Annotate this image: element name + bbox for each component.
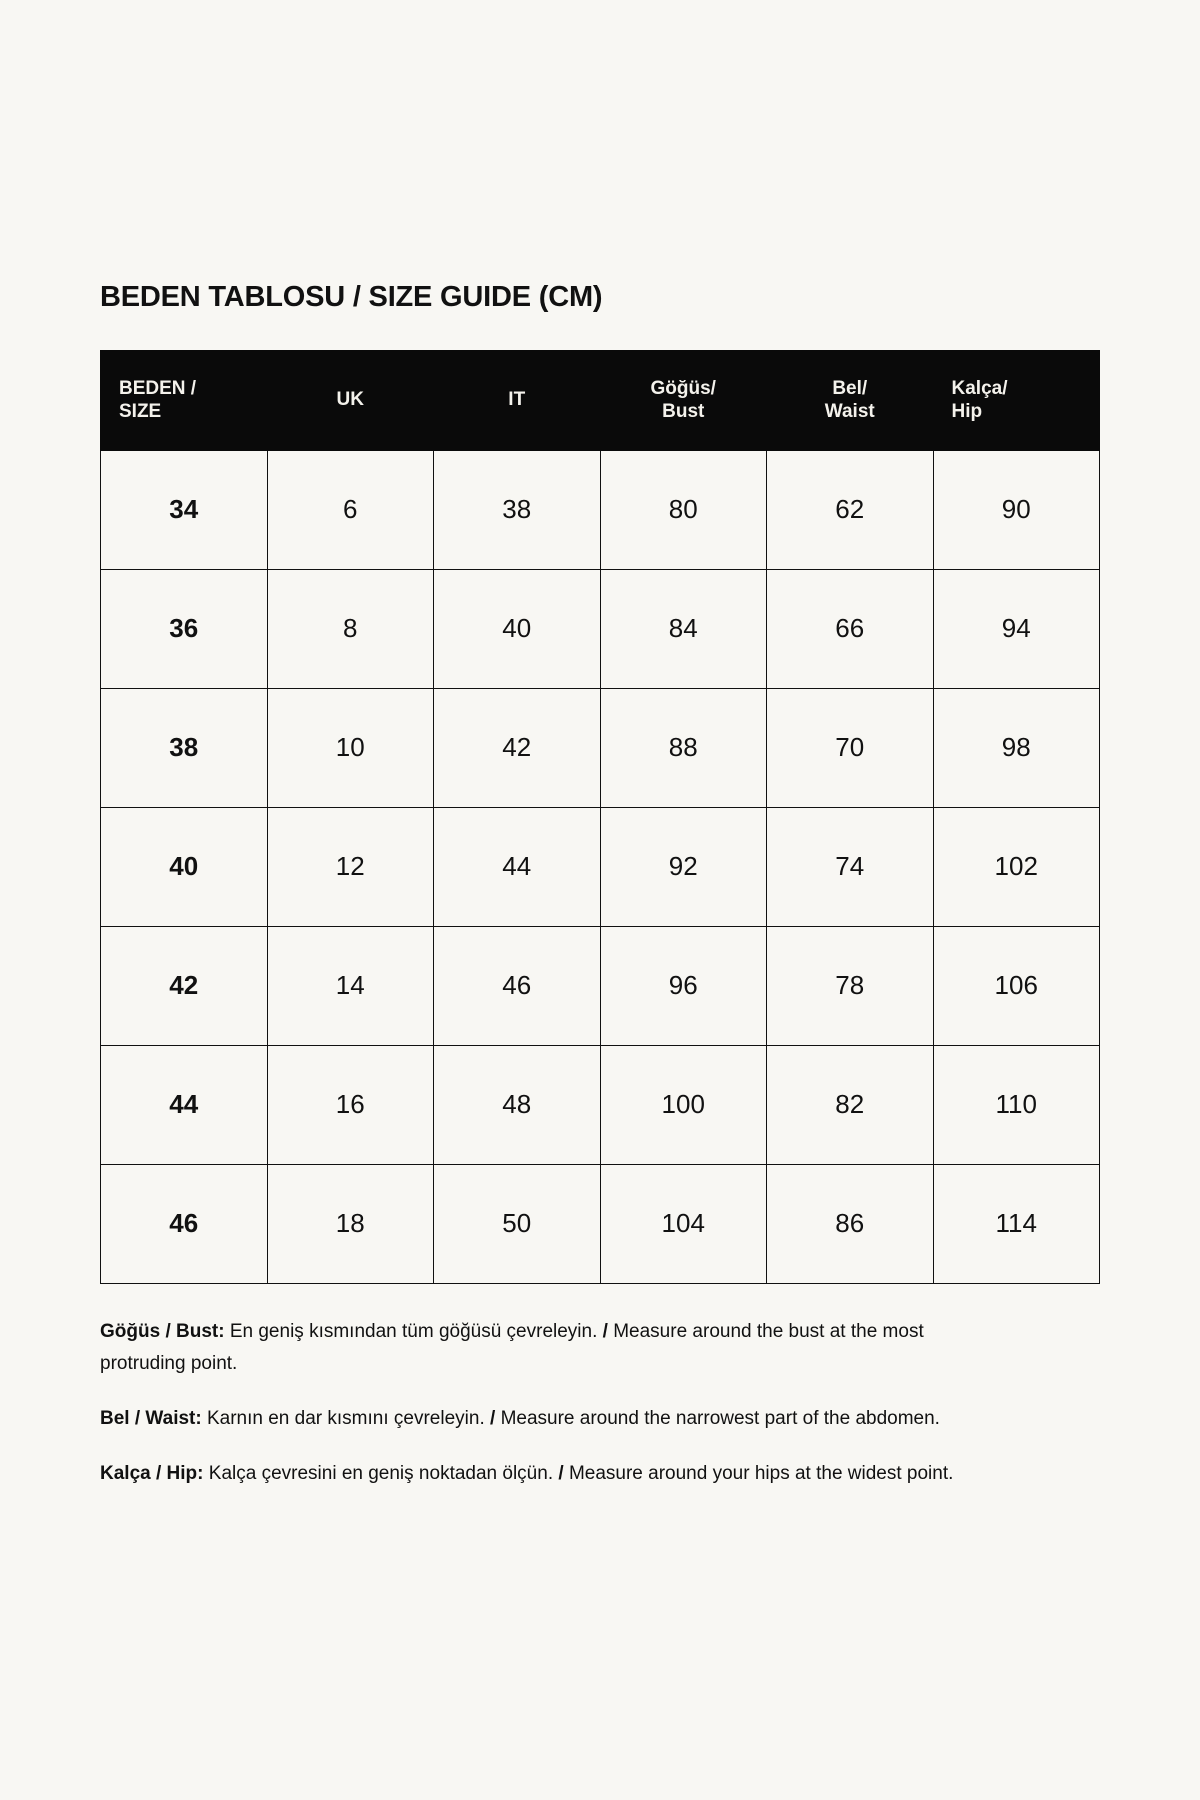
cell-uk: 18 — [266, 1163, 434, 1284]
cell-size: 44 — [100, 1044, 268, 1165]
cell-waist: 62 — [766, 449, 934, 570]
cell-bust: 96 — [599, 925, 767, 1046]
page-title: BEDEN TABLOSU / SIZE GUIDE (CM) — [100, 281, 603, 313]
cell-uk: 10 — [266, 687, 434, 808]
cell-waist: 66 — [766, 568, 934, 689]
column-header-size-line2: SIZE — [119, 401, 162, 423]
note-hip-label: Kalça / Hip: — [100, 1462, 204, 1484]
note-waist-en: Measure around the narrowest part of the… — [500, 1408, 940, 1430]
cell-hip: 94 — [932, 568, 1100, 689]
column-header-it: IT — [433, 349, 601, 451]
note-waist-separator: / — [490, 1408, 496, 1430]
column-header-bust-line1: Göğüs/ — [650, 377, 716, 399]
note-bust-label: Göğüs / Bust: — [100, 1320, 225, 1342]
cell-waist: 82 — [766, 1044, 934, 1165]
cell-bust: 80 — [599, 449, 767, 570]
size-guide-content: BEDEN TABLOSU / SIZE GUIDE (CM) BEDEN / … — [100, 280, 1100, 1490]
cell-size: 34 — [100, 449, 268, 570]
note-waist-label: Bel / Waist: — [100, 1408, 202, 1430]
cell-it: 42 — [433, 687, 601, 808]
cell-it: 48 — [433, 1044, 601, 1165]
table-row: 42 14 46 96 78 106 — [100, 925, 1100, 1046]
cell-size: 46 — [100, 1163, 268, 1284]
note-waist: Bel / Waist: Karnın en dar kısmını çevre… — [100, 1403, 1000, 1436]
cell-hip: 114 — [932, 1163, 1100, 1284]
table-row: 44 16 48 100 82 110 — [100, 1044, 1100, 1165]
column-header-hip: Kalça/ Hip — [932, 349, 1100, 451]
cell-hip: 106 — [932, 925, 1100, 1046]
column-header-waist-line1: Bel/ — [832, 377, 868, 399]
column-header-waist: Bel/ Waist — [766, 349, 934, 451]
cell-hip: 102 — [932, 806, 1100, 927]
cell-size: 40 — [100, 806, 268, 927]
column-header-size-line1: BEDEN / — [119, 377, 197, 399]
cell-size: 36 — [100, 568, 268, 689]
cell-it: 40 — [433, 568, 601, 689]
cell-hip: 98 — [932, 687, 1100, 808]
cell-waist: 78 — [766, 925, 934, 1046]
column-header-size: BEDEN / SIZE — [100, 349, 268, 451]
note-hip-tr: Kalça çevresini en geniş noktadan ölçün. — [208, 1462, 554, 1484]
size-guide-table: BEDEN / SIZE UK IT Göğüs/ Bust Bel/ Wais… — [100, 349, 1100, 1284]
note-bust-separator: / — [602, 1320, 608, 1342]
column-header-bust: Göğüs/ Bust — [599, 349, 767, 451]
column-header-hip-line1: Kalça/ — [951, 377, 1008, 399]
table-row: 46 18 50 104 86 114 — [100, 1163, 1100, 1284]
cell-uk: 6 — [266, 449, 434, 570]
cell-hip: 110 — [932, 1044, 1100, 1165]
column-header-waist-line2: Waist — [824, 401, 875, 423]
table-header: BEDEN / SIZE UK IT Göğüs/ Bust Bel/ Wais… — [100, 349, 1100, 451]
cell-uk: 12 — [266, 806, 434, 927]
cell-uk: 8 — [266, 568, 434, 689]
cell-uk: 16 — [266, 1044, 434, 1165]
cell-size: 38 — [100, 687, 268, 808]
cell-waist: 70 — [766, 687, 934, 808]
note-bust-en: Measure around the bust at the most prot… — [100, 1320, 924, 1375]
cell-it: 46 — [433, 925, 601, 1046]
cell-waist: 86 — [766, 1163, 934, 1284]
note-waist-tr: Karnın en dar kısmını çevreleyin. — [206, 1408, 485, 1430]
measurement-notes: Göğüs / Bust: En geniş kısmından tüm göğ… — [100, 1316, 1000, 1491]
cell-bust: 92 — [599, 806, 767, 927]
note-bust: Göğüs / Bust: En geniş kısmından tüm göğ… — [100, 1316, 1000, 1381]
table-header-row: BEDEN / SIZE UK IT Göğüs/ Bust Bel/ Wais… — [100, 349, 1100, 451]
cell-hip: 90 — [932, 449, 1100, 570]
column-header-bust-line2: Bust — [662, 401, 705, 423]
table-row: 38 10 42 88 70 98 — [100, 687, 1100, 808]
cell-it: 50 — [433, 1163, 601, 1284]
note-hip-en: Measure around your hips at the widest p… — [568, 1462, 954, 1484]
table-row: 40 12 44 92 74 102 — [100, 806, 1100, 927]
cell-bust: 84 — [599, 568, 767, 689]
cell-bust: 100 — [599, 1044, 767, 1165]
table-body: 34 6 38 80 62 90 36 8 40 84 66 94 38 — [100, 449, 1100, 1284]
column-header-hip-line2: Hip — [951, 401, 983, 423]
cell-size: 42 — [100, 925, 268, 1046]
column-header-uk: UK — [266, 349, 434, 451]
cell-bust: 88 — [599, 687, 767, 808]
table-row: 36 8 40 84 66 94 — [100, 568, 1100, 689]
cell-uk: 14 — [266, 925, 434, 1046]
cell-waist: 74 — [766, 806, 934, 927]
note-bust-tr: En geniş kısmından tüm göğüsü çevreleyin… — [229, 1320, 598, 1342]
cell-it: 44 — [433, 806, 601, 927]
cell-it: 38 — [433, 449, 601, 570]
note-hip: Kalça / Hip: Kalça çevresini en geniş no… — [100, 1458, 1000, 1491]
cell-bust: 104 — [599, 1163, 767, 1284]
table-row: 34 6 38 80 62 90 — [100, 449, 1100, 570]
note-hip-separator: / — [558, 1462, 564, 1484]
